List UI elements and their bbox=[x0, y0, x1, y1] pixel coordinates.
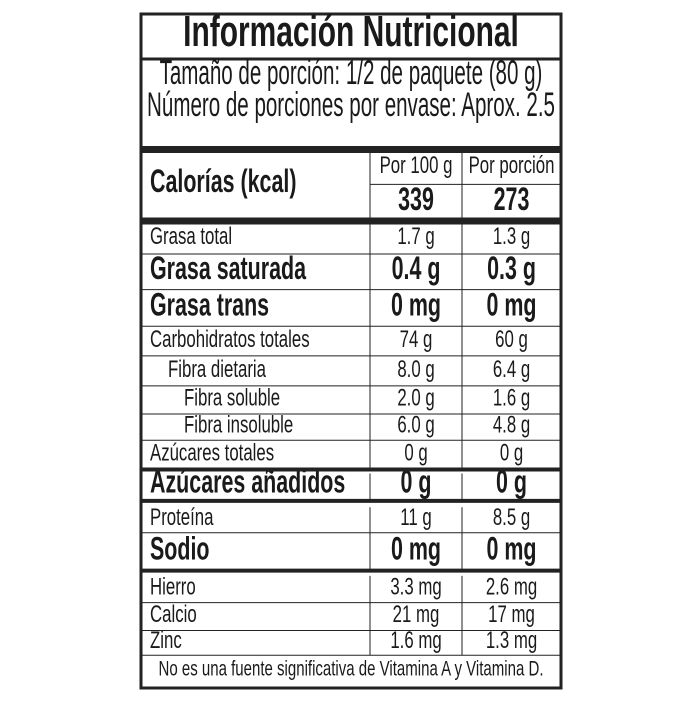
svg-text:2.6 mg: 2.6 mg bbox=[486, 574, 537, 601]
svg-text:No es una fuente significativa: No es una fuente significativa de Vitami… bbox=[159, 656, 544, 680]
svg-text:273: 273 bbox=[494, 181, 530, 217]
svg-text:8.5 g: 8.5 g bbox=[493, 504, 530, 531]
svg-text:Por 100 g: Por 100 g bbox=[380, 152, 453, 179]
svg-text:Fibra insoluble: Fibra insoluble bbox=[184, 412, 293, 439]
svg-text:11 g: 11 g bbox=[400, 504, 431, 531]
svg-text:Grasa total: Grasa total bbox=[150, 223, 232, 250]
svg-text:Calcio: Calcio bbox=[150, 601, 197, 628]
svg-text:1.6 mg: 1.6 mg bbox=[390, 627, 441, 654]
svg-text:Por porción: Por porción bbox=[469, 152, 555, 179]
svg-text:1.3 g: 1.3 g bbox=[493, 223, 530, 250]
svg-text:4.8 g: 4.8 g bbox=[493, 412, 530, 439]
svg-text:Fibra dietaria: Fibra dietaria bbox=[168, 356, 266, 383]
svg-text:1.7 g: 1.7 g bbox=[397, 223, 434, 250]
svg-text:1.6 g: 1.6 g bbox=[493, 385, 530, 412]
svg-text:Zinc: Zinc bbox=[150, 627, 182, 654]
svg-text:Sodio: Sodio bbox=[150, 530, 210, 566]
svg-text:0 mg: 0 mg bbox=[391, 286, 441, 322]
svg-text:21 mg: 21 mg bbox=[393, 601, 440, 628]
svg-text:Calorías (kcal): Calorías (kcal) bbox=[150, 163, 296, 199]
svg-text:2.0 g: 2.0 g bbox=[397, 385, 434, 412]
svg-text:0 mg: 0 mg bbox=[486, 286, 536, 322]
svg-text:Fibra soluble: Fibra soluble bbox=[184, 385, 280, 412]
svg-text:3.3 mg: 3.3 mg bbox=[390, 574, 441, 601]
svg-text:Grasa trans: Grasa trans bbox=[150, 286, 269, 322]
svg-text:Hierro: Hierro bbox=[150, 574, 196, 601]
svg-text:0.3 g: 0.3 g bbox=[487, 250, 536, 286]
svg-text:0 mg: 0 mg bbox=[391, 530, 441, 566]
svg-text:8.0 g: 8.0 g bbox=[397, 356, 434, 383]
svg-text:0.4 g: 0.4 g bbox=[392, 250, 441, 286]
svg-text:1.3 mg: 1.3 mg bbox=[486, 627, 537, 654]
svg-text:Grasa saturada: Grasa saturada bbox=[150, 250, 307, 286]
svg-text:6.4 g: 6.4 g bbox=[493, 356, 530, 383]
svg-text:339: 339 bbox=[398, 181, 434, 217]
svg-text:6.0 g: 6.0 g bbox=[397, 412, 434, 439]
svg-text:0 mg: 0 mg bbox=[486, 530, 536, 566]
svg-text:17 mg: 17 mg bbox=[488, 601, 535, 628]
svg-text:Carbohidratos totales: Carbohidratos totales bbox=[150, 326, 310, 353]
svg-text:Proteína: Proteína bbox=[150, 504, 214, 531]
svg-text:60 g: 60 g bbox=[495, 326, 528, 353]
svg-text:Información Nutricional: Información Nutricional bbox=[183, 6, 519, 55]
svg-text:Número de porciones por envase: Número de porciones por envase: Aprox. 2… bbox=[147, 86, 555, 124]
svg-text:74 g: 74 g bbox=[400, 326, 433, 353]
